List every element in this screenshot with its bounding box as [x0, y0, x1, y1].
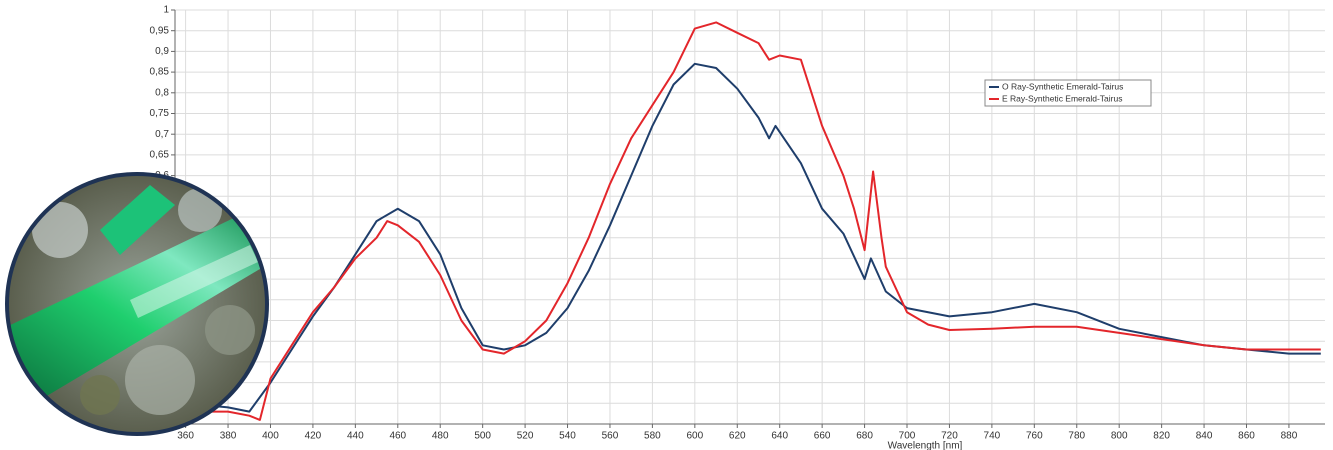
x-tick-label: 860: [1238, 431, 1255, 442]
y-tick-label: 0,95: [150, 25, 170, 36]
legend-label: O Ray-Synthetic Emerald-Tairus: [1002, 81, 1123, 91]
x-axis-label: Wavelength [nm]: [888, 441, 963, 450]
emerald-photo: [5, 172, 269, 436]
x-tick-label: 420: [305, 431, 322, 442]
x-tick-label: 400: [262, 431, 279, 442]
x-tick-label: 540: [559, 431, 576, 442]
series-line: [185, 62, 1321, 413]
y-tick-label: 0,7: [155, 129, 169, 140]
legend-box: [984, 79, 1152, 107]
x-tick-label: 580: [644, 431, 661, 442]
x-tick-label: 800: [1111, 431, 1128, 442]
x-tick-label: 440: [347, 431, 364, 442]
x-tick-label: 560: [602, 431, 619, 442]
x-tick-label: 620: [729, 431, 746, 442]
x-tick-label: 880: [1281, 431, 1298, 442]
y-tick-label: 1: [163, 5, 169, 16]
x-tick-label: 720: [941, 431, 958, 442]
x-tick-label: 840: [1196, 431, 1213, 442]
x-tick-label: 640: [771, 431, 788, 442]
y-tick-label: 0,65: [150, 150, 170, 161]
x-tick-label: 740: [984, 431, 1001, 442]
x-tick-label: 380: [220, 431, 237, 442]
x-tick-label: 780: [1068, 431, 1085, 442]
x-tick-label: 680: [856, 431, 873, 442]
x-tick-label: 480: [432, 431, 449, 442]
x-tick-label: 460: [389, 431, 406, 442]
y-tick-label: 0,85: [150, 67, 170, 78]
y-tick-label: 0,8: [155, 87, 169, 98]
x-tick-label: 600: [686, 431, 703, 442]
x-tick-label: 660: [814, 431, 831, 442]
x-tick-label: 820: [1153, 431, 1170, 442]
series-line: [185, 21, 1321, 421]
x-tick-label: 700: [899, 431, 916, 442]
x-tick-label: 760: [1026, 431, 1043, 442]
y-tick-label: 0,75: [150, 108, 170, 119]
legend-label: E Ray-Synthetic Emerald-Tairus: [1002, 93, 1122, 103]
x-tick-label: 360: [177, 431, 194, 442]
x-tick-label: 520: [517, 431, 534, 442]
y-tick-label: 0,9: [155, 46, 169, 57]
x-tick-label: 500: [474, 431, 491, 442]
